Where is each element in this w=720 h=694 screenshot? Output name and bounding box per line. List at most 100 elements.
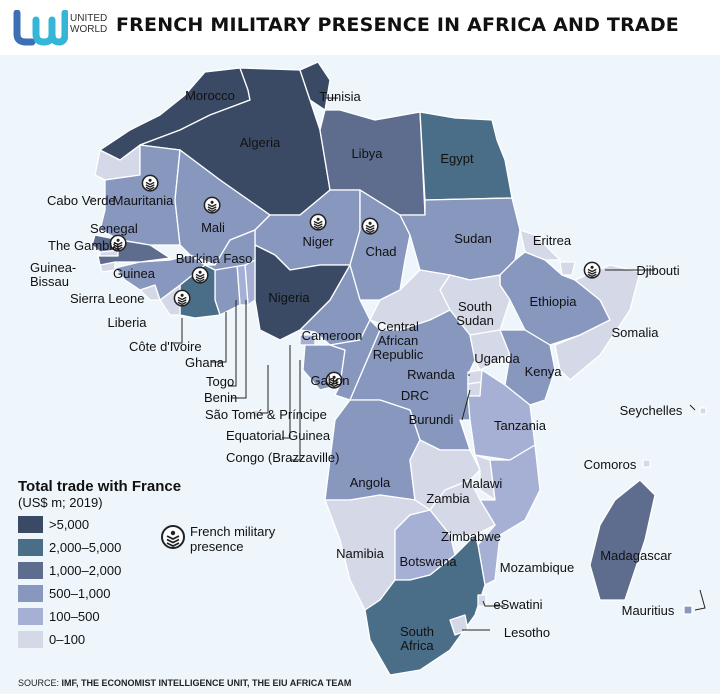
country-label-lines: Guinea-Bissau xyxy=(30,260,76,289)
country-label-lines: South Sudan xyxy=(456,299,494,328)
military-base-icon xyxy=(361,217,379,235)
country-label-sierra-leone: Sierra Leone xyxy=(70,291,144,306)
country-label-egypt: Egypt xyxy=(440,151,474,166)
source-prefix: SOURCE: xyxy=(18,678,60,688)
legend-title: Total trade with France xyxy=(18,478,182,495)
military-base-icon xyxy=(583,261,601,279)
legend-swatch xyxy=(18,631,43,648)
country-label-benin: Benin xyxy=(204,390,237,405)
legend-label: 500–1,000 xyxy=(49,586,111,601)
legend-swatch xyxy=(18,608,43,625)
military-base-icon xyxy=(309,213,327,231)
country-label-malawi: Malawi xyxy=(462,476,503,491)
country-label-uganda: Uganda xyxy=(474,351,520,366)
country-label-madagascar: Madagascar xyxy=(600,548,672,563)
country-somalia xyxy=(554,264,641,381)
country-label-lines: Central African Republic xyxy=(373,319,424,362)
country-nigeria xyxy=(254,244,351,341)
leader-line-sao-tome xyxy=(260,365,269,414)
country-label-seychelles: Seychelles xyxy=(620,403,683,418)
country-kenya xyxy=(499,329,556,406)
country-label-chad: Chad xyxy=(365,244,396,259)
header: UNITED WORLD FRENCH MILITARY PRESENCE IN … xyxy=(0,0,720,55)
country-label-eritrea: Eritrea xyxy=(533,233,572,248)
legend-item: 100–500 xyxy=(18,605,181,628)
country-label-ghana: Ghana xyxy=(185,355,225,370)
country-label-lines: South Africa xyxy=(400,624,434,653)
country-djibouti xyxy=(559,261,576,276)
legend-item: >5,000 xyxy=(18,513,181,536)
leader-line-benin xyxy=(232,300,247,399)
country-label-somalia: Somalia xyxy=(612,325,660,340)
military-base-icon xyxy=(161,525,185,549)
country-label-rwanda: Rwanda xyxy=(407,367,455,382)
country-label-burundi: Burundi xyxy=(409,412,454,427)
military-base-icon xyxy=(173,289,191,307)
leader-line-burundi xyxy=(461,389,471,421)
country-seychelles xyxy=(699,407,707,415)
country-label-zambia: Zambia xyxy=(426,491,470,506)
leader-line-togo xyxy=(228,300,237,387)
country-label-tunisia: Tunisia xyxy=(319,89,361,104)
leader-line-seychelles xyxy=(689,404,696,411)
leader-line-eswatini xyxy=(482,600,505,607)
military-legend-label-1: French military xyxy=(190,524,276,539)
logo-text-world: WORLD xyxy=(70,24,108,35)
country-label-mauritius: Mauritius xyxy=(622,603,675,618)
country-label-lesotho: Lesotho xyxy=(504,625,550,640)
military-base-icon xyxy=(203,196,221,214)
country-label-cabo-verde: Cabo Verde xyxy=(47,193,116,208)
country-label-gambia: The Gambia xyxy=(48,238,120,253)
leader-line-congo xyxy=(290,360,301,461)
country-malawi xyxy=(474,454,496,501)
country-label-algeria: Algeria xyxy=(240,135,281,150)
leader-line-eq-guinea xyxy=(282,345,291,439)
legend-label: 100–500 xyxy=(49,609,100,624)
leader-line-mauritius xyxy=(694,589,706,611)
legend-item: 0–100 xyxy=(18,628,181,651)
country-zimbabwe xyxy=(429,479,496,536)
country-cabo-verde xyxy=(87,195,97,204)
country-label-morocco: Morocco xyxy=(185,88,235,103)
country-label-liberia: Liberia xyxy=(107,315,147,330)
country-label-ethiopia: Ethiopia xyxy=(530,294,578,309)
country-sao-tome xyxy=(251,409,260,418)
country-mauritius xyxy=(683,605,693,615)
legend-swatch xyxy=(18,516,43,533)
military-base-icon xyxy=(109,234,127,252)
legend-swatch xyxy=(18,562,43,579)
country-label-cameroon: Cameroon xyxy=(302,328,363,343)
country-label-congo: Congo (Brazzaville) xyxy=(226,450,339,465)
military-base-icon xyxy=(191,266,209,284)
leader-line-cote-divoire xyxy=(172,318,183,344)
country-label-togo: Togo xyxy=(206,374,234,389)
country-label-mauritania: Mauritania xyxy=(113,193,174,208)
country-uganda xyxy=(469,329,511,371)
source-note: SOURCE: IMF, THE ECONOMIST INTELLIGENCE … xyxy=(18,678,351,688)
legend-label: 0–100 xyxy=(49,632,86,647)
country-label-gabon: Gabon xyxy=(310,373,349,388)
country-label-kenya: Kenya xyxy=(525,364,563,379)
country-comoros xyxy=(642,459,651,468)
military-base-icon xyxy=(141,174,159,192)
country-label-niger: Niger xyxy=(302,234,334,249)
military-base-icon xyxy=(325,371,343,389)
country-south-africa xyxy=(364,534,486,676)
country-guinea xyxy=(114,254,206,301)
country-madagascar xyxy=(589,479,656,601)
country-label-tanzania: Tanzania xyxy=(494,418,547,433)
country-label-senegal: Senegal xyxy=(90,221,138,236)
logo-text: UNITED WORLD xyxy=(70,13,107,35)
source-text: IMF, THE ECONOMIST INTELLIGENCE UNIT, TH… xyxy=(61,678,352,688)
legend-swatch xyxy=(18,585,43,602)
legend-item: 2,000–5,000 xyxy=(18,536,181,559)
country-label-nigeria: Nigeria xyxy=(268,290,310,305)
country-label-libya: Libya xyxy=(351,146,383,161)
country-cote-divoire xyxy=(179,264,221,319)
country-tunisia xyxy=(299,61,331,111)
country-label-namibia: Namibia xyxy=(336,546,384,561)
military-legend-label-2: presence xyxy=(190,539,244,554)
legend-subtitle: (US$ m; 2019) xyxy=(18,495,103,510)
country-label-sudan: Sudan xyxy=(454,231,492,246)
country-label-sao-tome: São Tomé & Príncipe xyxy=(205,407,327,422)
